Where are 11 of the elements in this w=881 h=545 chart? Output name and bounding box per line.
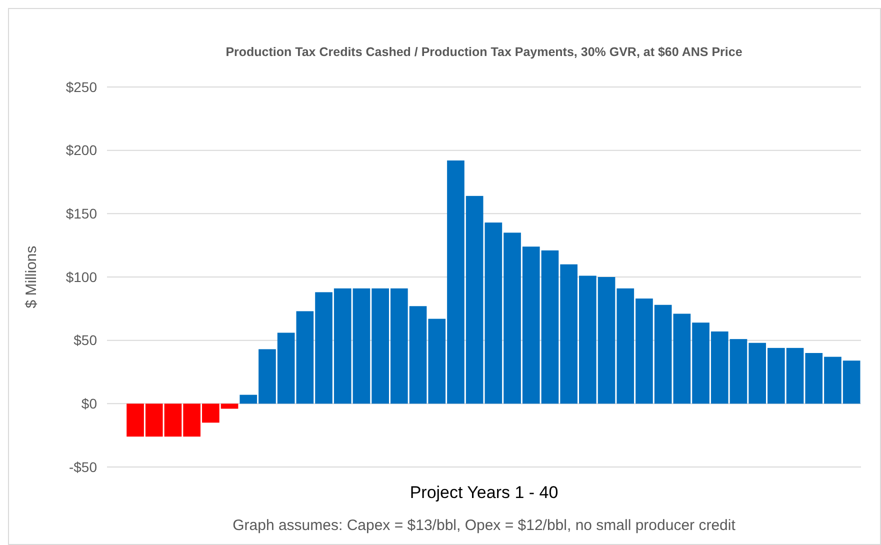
text: Graph assumes: Capex = $13/bbl, Opex = $12/bbl, no small producer credit [232, 517, 736, 534]
y-tick-label: $250 [66, 78, 98, 95]
y-tick-label: -$50 [68, 458, 98, 475]
y-axis-title: $ Millions [23, 246, 40, 308]
y-tick-label: $200 [66, 142, 98, 158]
y-tick-label: $100 [66, 268, 98, 285]
x-axis-title: Project Years 1 - 40 [410, 483, 558, 502]
y-tick-label: $0 [81, 396, 98, 412]
y-tick-label: $150 [66, 206, 98, 222]
chart-title: Production Tax Credits Cashed / Production Tax Payments, 30% GVR, at $60 ANS Price [226, 45, 742, 59]
y-tick-label: $50 [74, 332, 98, 348]
